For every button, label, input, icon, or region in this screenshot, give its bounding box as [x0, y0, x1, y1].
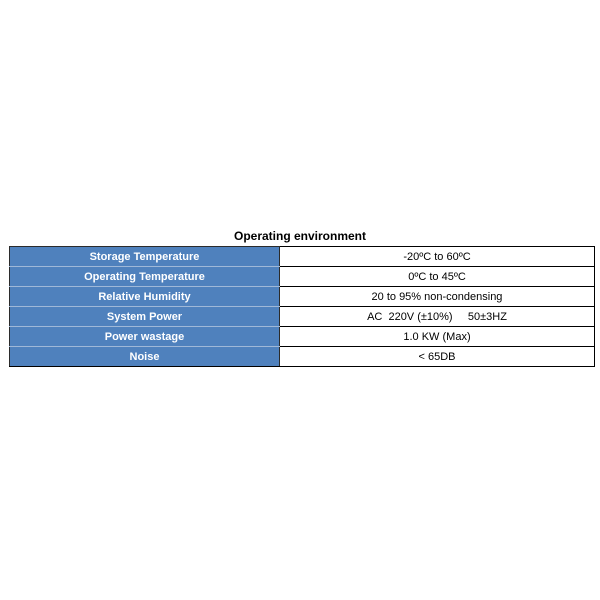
table-row: Noise < 65DB	[9, 346, 595, 367]
table-row: Storage Temperature -20ºC to 60ºC	[9, 246, 595, 267]
row-value: 1.0 KW (Max)	[279, 326, 595, 347]
operating-environment-table: Storage Temperature -20ºC to 60ºC Operatin…	[9, 246, 595, 367]
row-label: Relative Humidity	[9, 286, 280, 307]
table-row: Operating Temperature 0ºC to 45ºC	[9, 266, 595, 287]
table-title: Operating environment	[233, 229, 367, 243]
row-value: 20 to 95% non-condensing	[279, 286, 595, 307]
table-row: Power wastage 1.0 KW (Max)	[9, 326, 595, 347]
row-value: < 65DB	[279, 346, 595, 367]
row-value: 0ºC to 45ºC	[279, 266, 595, 287]
table-row: System Power AC 220V (±10%) 50±3HZ	[9, 306, 595, 327]
row-label: Operating Temperature	[9, 266, 280, 287]
row-label: Noise	[9, 346, 280, 367]
table-row: Relative Humidity 20 to 95% non-condensin…	[9, 286, 595, 307]
row-value: AC 220V (±10%) 50±3HZ	[279, 306, 595, 327]
row-value: -20ºC to 60ºC	[279, 246, 595, 267]
row-label: Storage Temperature	[9, 246, 280, 267]
row-label: Power wastage	[9, 326, 280, 347]
row-label: System Power	[9, 306, 280, 327]
